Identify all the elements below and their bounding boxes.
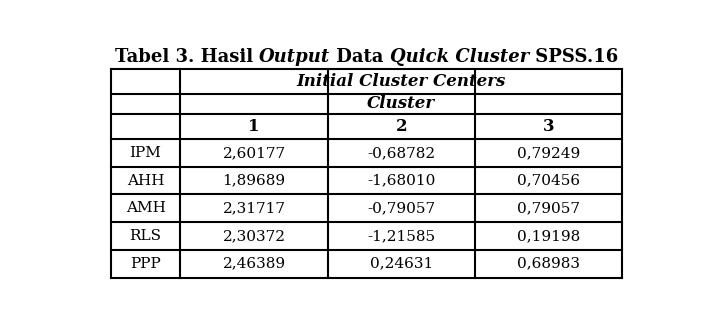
Text: PPP: PPP (130, 257, 161, 271)
Text: 2,60177: 2,60177 (223, 146, 286, 160)
Text: 2,46389: 2,46389 (223, 257, 286, 271)
Text: 3: 3 (543, 118, 555, 135)
Text: -0,68782: -0,68782 (367, 146, 435, 160)
Text: Data: Data (330, 48, 390, 66)
Text: 0,70456: 0,70456 (517, 174, 580, 188)
Text: AHH: AHH (127, 174, 164, 188)
Text: -1,21585: -1,21585 (367, 229, 435, 243)
Text: Cluster: Cluster (367, 95, 435, 113)
Text: 0,79249: 0,79249 (517, 146, 580, 160)
Text: RLS: RLS (130, 229, 162, 243)
Text: 1: 1 (248, 118, 260, 135)
Text: Initial Cluster Centers: Initial Cluster Centers (297, 73, 506, 90)
Text: Quick Cluster: Quick Cluster (390, 48, 529, 66)
Text: 0,24631: 0,24631 (370, 257, 433, 271)
Text: SPSS.16: SPSS.16 (529, 48, 618, 66)
Text: -1,68010: -1,68010 (367, 174, 436, 188)
Text: Output: Output (259, 48, 330, 66)
Text: 0,68983: 0,68983 (517, 257, 580, 271)
Text: 2,30372: 2,30372 (223, 229, 286, 243)
Text: AMH: AMH (125, 201, 165, 215)
Text: 0,79057: 0,79057 (517, 201, 580, 215)
Text: 1,89689: 1,89689 (223, 174, 286, 188)
Text: -0,79057: -0,79057 (367, 201, 435, 215)
Text: IPM: IPM (130, 146, 162, 160)
Text: 2: 2 (395, 118, 407, 135)
Text: 2,31717: 2,31717 (223, 201, 286, 215)
Text: 0,19198: 0,19198 (517, 229, 580, 243)
Text: Tabel 3. Hasil: Tabel 3. Hasil (115, 48, 259, 66)
